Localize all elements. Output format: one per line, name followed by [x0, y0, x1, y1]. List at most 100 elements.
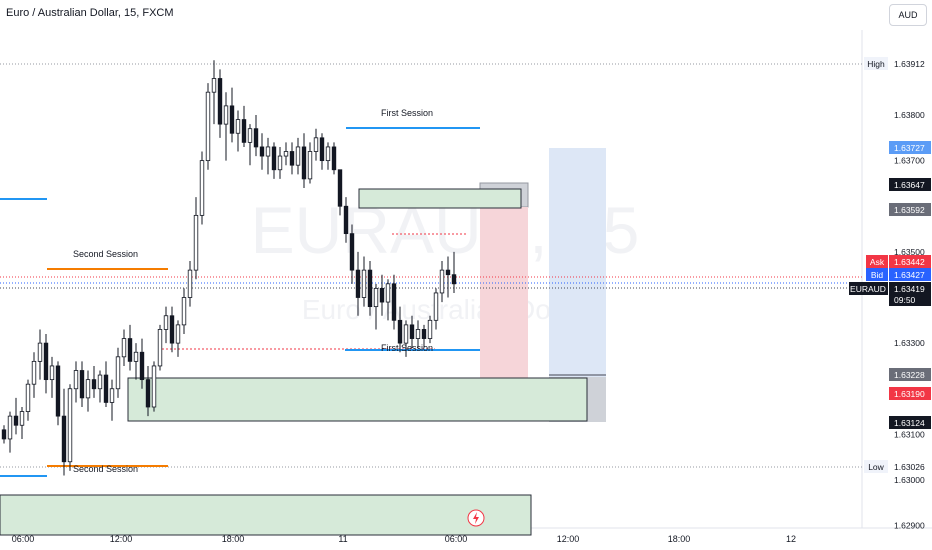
position-target-zone[interactable] — [549, 148, 606, 377]
low-tag — [864, 460, 888, 473]
candle-body[interactable] — [115, 356, 121, 390]
candle-body[interactable] — [163, 315, 169, 330]
candle-body[interactable] — [37, 342, 43, 362]
candle-body[interactable] — [91, 379, 97, 390]
candle-body[interactable] — [319, 137, 325, 162]
candle-body[interactable] — [415, 329, 421, 339]
candle-body[interactable] — [343, 205, 349, 235]
candle-body[interactable] — [391, 283, 397, 321]
candle-body[interactable] — [307, 151, 313, 180]
candle-body[interactable] — [55, 365, 61, 417]
candle-body[interactable] — [145, 379, 151, 408]
candle-body[interactable] — [97, 374, 103, 390]
candle-body[interactable] — [379, 287, 385, 303]
candle-body[interactable] — [61, 415, 67, 463]
y-tick-label: 1.63700 — [894, 156, 925, 166]
candle-body[interactable] — [79, 370, 85, 399]
candle-body[interactable] — [181, 297, 187, 326]
candle-body[interactable] — [259, 146, 265, 157]
candle-body[interactable] — [175, 324, 181, 344]
last-price-value: 1.63419 — [894, 284, 925, 294]
candle-body[interactable] — [109, 388, 115, 403]
candle-body[interactable] — [277, 155, 283, 171]
candle-body[interactable] — [133, 351, 139, 362]
candle-body[interactable] — [229, 105, 235, 134]
candle-body[interactable] — [199, 160, 205, 216]
candles-layer — [1, 60, 457, 476]
candle-body[interactable] — [19, 411, 25, 426]
level-4-tag — [889, 368, 931, 381]
candle-body[interactable] — [7, 415, 13, 440]
candle-body[interactable] — [337, 169, 343, 207]
candle-body[interactable] — [31, 360, 37, 385]
candle-body[interactable] — [67, 388, 73, 463]
candle-body[interactable] — [271, 146, 277, 171]
candle-body[interactable] — [355, 269, 361, 298]
candle-body[interactable] — [217, 78, 223, 125]
candle-body[interactable] — [325, 146, 331, 162]
high-tag-label: High — [867, 59, 885, 69]
candle-body[interactable] — [427, 319, 433, 339]
level-6-tag — [889, 416, 931, 429]
candle-body[interactable] — [361, 269, 367, 298]
supply-zone[interactable] — [358, 188, 522, 209]
candle-body[interactable] — [73, 370, 79, 390]
candle-body[interactable] — [241, 119, 247, 143]
candle-body[interactable] — [235, 119, 241, 134]
candle-body[interactable] — [127, 338, 133, 362]
candle-body[interactable] — [157, 329, 163, 367]
demand-zone[interactable] — [127, 377, 588, 422]
candle-body[interactable] — [301, 146, 307, 180]
candle-body[interactable] — [265, 146, 271, 157]
candle-body[interactable] — [349, 233, 355, 271]
x-tick-label: 12:00 — [110, 534, 133, 544]
candle-body[interactable] — [409, 324, 415, 339]
candle-body[interactable] — [373, 287, 379, 308]
candle-body[interactable] — [139, 351, 145, 381]
candle-body[interactable] — [121, 338, 127, 358]
candle-body[interactable] — [433, 292, 439, 321]
candle-body[interactable] — [421, 329, 427, 339]
y-ticks: 1.63800 1.63700 1.63500 1.63300 1.63100 1.630… — [894, 110, 925, 531]
candle-body[interactable] — [103, 374, 109, 403]
candle-body[interactable] — [313, 137, 319, 152]
candle-body[interactable] — [283, 151, 289, 157]
position-loss-zone[interactable] — [480, 207, 528, 393]
candle-body[interactable] — [451, 274, 457, 285]
currency-button[interactable]: AUD — [889, 4, 927, 26]
candle-body[interactable] — [289, 151, 295, 166]
candle-body[interactable] — [1, 429, 7, 440]
y-tick-label: 1.63100 — [894, 429, 925, 439]
candle-body[interactable] — [295, 146, 301, 166]
candle-body[interactable] — [85, 379, 91, 399]
candle-body[interactable] — [253, 128, 259, 148]
candle-body[interactable] — [187, 269, 193, 298]
lightning-icon — [473, 512, 479, 524]
watermark-name: Euro / Australian Dollar — [302, 294, 588, 325]
candle-body[interactable] — [397, 319, 403, 344]
x-tick-label: 11 — [338, 534, 347, 544]
candle-body[interactable] — [151, 365, 157, 408]
candle-body[interactable] — [385, 283, 391, 303]
candle-body[interactable] — [43, 342, 49, 381]
candle-body[interactable] — [25, 383, 31, 412]
candle-body[interactable] — [445, 269, 451, 276]
candle-body[interactable] — [49, 365, 55, 381]
candle-body[interactable] — [223, 105, 229, 125]
candle-body[interactable] — [205, 91, 211, 162]
candle-body[interactable] — [169, 315, 175, 344]
x-tick-label: 12:00 — [557, 534, 580, 544]
level-1-tag — [889, 141, 931, 154]
candle-body[interactable] — [13, 415, 19, 426]
candle-body[interactable] — [439, 269, 445, 294]
level-3-tag — [889, 203, 931, 216]
lower-demand-zone[interactable] — [0, 494, 532, 536]
candle-body[interactable] — [193, 214, 199, 271]
candle-body[interactable] — [403, 324, 409, 344]
level-5-tag — [889, 387, 931, 400]
candle-body[interactable] — [211, 78, 217, 93]
candle-body[interactable] — [247, 128, 253, 143]
candle-body[interactable] — [367, 269, 373, 308]
candle-body[interactable] — [331, 146, 337, 171]
